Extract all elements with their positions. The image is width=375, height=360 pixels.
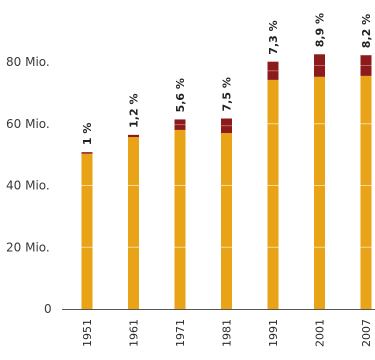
percent-label: 5,6 % xyxy=(174,78,187,112)
percent-label: 8,9 % xyxy=(314,13,327,47)
bar-base xyxy=(267,79,279,309)
bar-share xyxy=(128,134,139,138)
bar-group-1951 xyxy=(81,152,93,309)
x-tick-label: 1981 xyxy=(221,319,234,347)
y-tick-label: 20 Mio. xyxy=(6,240,50,254)
percent-label: 7,5 % xyxy=(221,77,234,111)
percent-label: 8,2 % xyxy=(360,14,373,48)
bar-group-1981 xyxy=(221,118,232,309)
y-tick-label: 40 Mio. xyxy=(6,179,50,193)
bar-share xyxy=(81,152,93,154)
x-axis: 1951 1961 1971 1981 1991 2001 2007 xyxy=(81,319,373,347)
bar-base xyxy=(360,75,372,309)
bar-group-2001 xyxy=(314,54,325,309)
bar-group-1991 xyxy=(267,61,279,309)
bar-base xyxy=(128,137,139,309)
x-tick-label: 2001 xyxy=(314,319,327,347)
bar-group-1961 xyxy=(128,134,139,309)
percent-label: 1 % xyxy=(81,123,94,146)
bar-base xyxy=(314,76,325,309)
x-tick-label: 2007 xyxy=(360,319,373,347)
bars xyxy=(81,54,372,309)
y-tick-label: 60 Mio. xyxy=(6,117,50,131)
x-tick-label: 1971 xyxy=(174,319,187,347)
bar-group-1971 xyxy=(174,119,186,309)
percent-labels: 1 % 1,2 % 5,6 % 7,5 % 7,3 % 8,9 % 8,2 % xyxy=(81,13,373,145)
bar-base xyxy=(81,153,93,309)
x-tick-label: 1951 xyxy=(81,319,94,347)
y-axis: 0 20 Mio. 40 Mio. 60 Mio. 80 Mio. xyxy=(6,55,375,316)
percent-label: 7,3 % xyxy=(267,20,280,54)
bar-group-2007 xyxy=(360,55,372,309)
x-tick-label: 1961 xyxy=(128,319,141,347)
percent-label: 1,2 % xyxy=(128,94,141,128)
y-tick-label: 0 xyxy=(44,302,52,316)
bar-base xyxy=(221,133,232,309)
bar-base xyxy=(174,129,186,309)
y-tick-label: 80 Mio. xyxy=(6,55,50,69)
x-tick-label: 1991 xyxy=(267,319,280,347)
